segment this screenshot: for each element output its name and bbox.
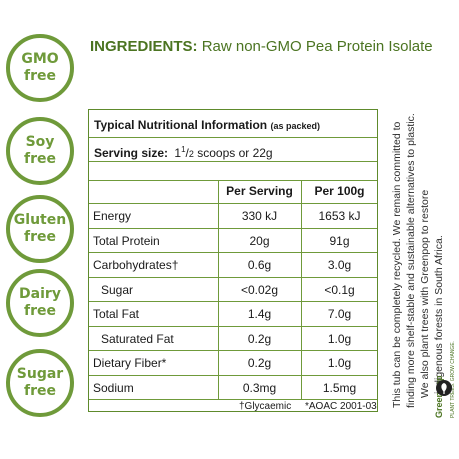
per-100g-value: 1.0g bbox=[327, 356, 352, 370]
nutrient-name: Sodium bbox=[93, 380, 134, 395]
per-serving-value: 0.2g bbox=[247, 331, 272, 346]
per-100g-value: 1.5mg bbox=[322, 380, 357, 395]
serving-size-num: 1 bbox=[181, 145, 186, 154]
col-header-per-serving: Per Serving bbox=[226, 184, 293, 198]
ingredients-line: INGREDIENTS: Raw non-GMO Pea Protein Iso… bbox=[90, 38, 450, 55]
sustainability-line3: We also plant trees with Greenpop to res… bbox=[419, 189, 431, 398]
badge-line2: free bbox=[24, 151, 56, 167]
nutrient-name: Saturated Fat bbox=[101, 331, 174, 346]
per-serving-value: 0.2g bbox=[247, 356, 272, 370]
per-serving-value: 0.3mg bbox=[242, 380, 277, 395]
badge-line2: free bbox=[24, 68, 56, 84]
nutrient-name: Carbohydrates† bbox=[93, 258, 179, 272]
footnote-aoac: *AOAC 2001-03 bbox=[305, 401, 377, 412]
gluten-free-badge: Gluten free bbox=[6, 195, 74, 263]
per-serving-value: 20g bbox=[249, 233, 270, 248]
per-serving-value: <0.02g bbox=[240, 282, 279, 297]
greenpop-tree-icon bbox=[436, 380, 452, 396]
sustainability-text: This tub can be completely recycled. We … bbox=[390, 108, 446, 408]
nutrient-name: Dietary Fiber* bbox=[93, 356, 167, 370]
sugar-free-badge: Sugar free bbox=[6, 349, 74, 417]
gmo-free-badge: GMO free bbox=[6, 34, 74, 102]
per-100g-value: 3.0g bbox=[327, 258, 352, 272]
per-100g-value: 7.0g bbox=[327, 307, 352, 321]
per-100g-value: 91g bbox=[329, 233, 350, 248]
serving-size-whole: 1 bbox=[174, 146, 182, 160]
per-serving-value: 330 kJ bbox=[241, 209, 278, 223]
ingredients-text: Raw non-GMO Pea Protein Isolate bbox=[201, 38, 433, 55]
nutrition-table: Typical Nutritional Information (as pack… bbox=[88, 109, 378, 412]
sustainability-line2: finding more shelf-stable and sustainabl… bbox=[405, 113, 417, 408]
per-100g-value: 1.0g bbox=[327, 331, 352, 346]
serving-size-label: Serving size: bbox=[94, 146, 169, 160]
nutrient-name: Energy bbox=[93, 209, 132, 223]
badge-line1: Gluten bbox=[13, 212, 67, 228]
badge-line1: Dairy bbox=[19, 286, 61, 302]
col-header-per-100g: Per 100g bbox=[314, 184, 365, 198]
nutrition-title-text: Typical Nutritional Information bbox=[94, 118, 268, 132]
nutrient-name: Total Protein bbox=[93, 233, 160, 248]
nutrition-title: Typical Nutritional Information (as pack… bbox=[94, 118, 320, 132]
badge-line1: GMO bbox=[21, 51, 59, 67]
soy-free-badge: Soy free bbox=[6, 117, 74, 185]
per-serving-value: 0.6g bbox=[247, 258, 272, 272]
nutrient-name: Total Fat bbox=[93, 307, 140, 321]
per-serving-value: 1.4g bbox=[247, 307, 272, 321]
dairy-free-badge: Dairy free bbox=[6, 269, 74, 337]
serving-size-rest: scoops or 22g bbox=[197, 146, 273, 160]
sustainability-line1: This tub can be completely recycled. We … bbox=[391, 121, 403, 408]
nutrient-name: Sugar bbox=[101, 282, 134, 297]
badge-line2: free bbox=[24, 229, 56, 245]
nutrition-title-note: (as packed) bbox=[270, 121, 320, 131]
badge-line2: free bbox=[24, 383, 56, 399]
badge-line1: Sugar bbox=[16, 366, 64, 382]
per-100g-value: <0.1g bbox=[324, 282, 355, 297]
ingredients-label: INGREDIENTS: bbox=[90, 38, 198, 55]
badge-line1: Soy bbox=[25, 134, 55, 150]
badge-line2: free bbox=[24, 303, 56, 319]
per-100g-value: 1653 kJ bbox=[318, 209, 361, 223]
sustainability-line4: indigenous forests in South Africa. bbox=[433, 235, 445, 394]
serving-size-den: 2 bbox=[188, 149, 194, 159]
serving-size: Serving size: 11/2 scoops or 22g bbox=[94, 145, 273, 160]
footnote-glycaemic: †Glycaemic bbox=[239, 401, 292, 412]
